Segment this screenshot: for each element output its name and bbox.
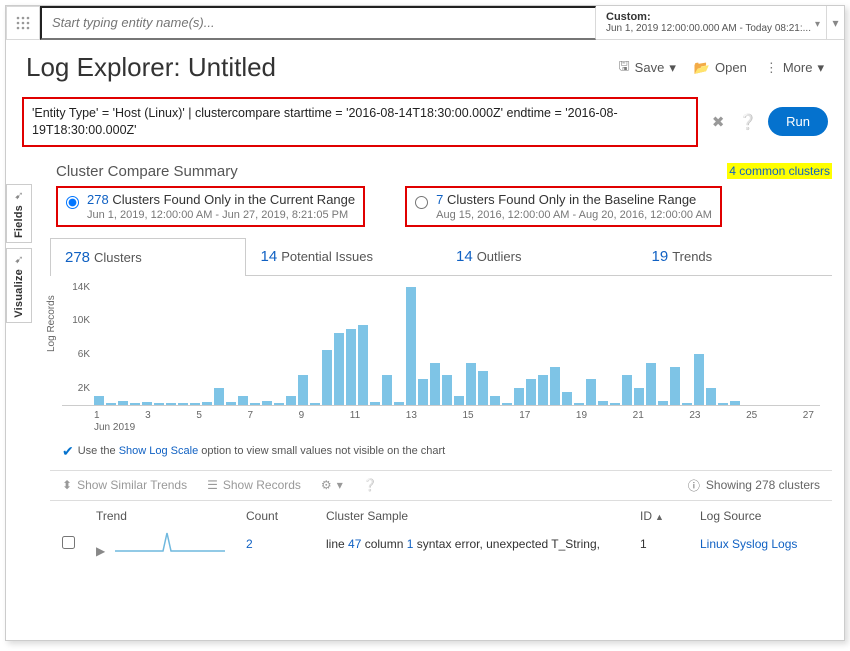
trend-sparkline [115, 531, 225, 555]
help-icon: ❔ [363, 478, 378, 492]
row-cluster-sample: line 47 column 1 syntax error, unexpecte… [326, 537, 640, 551]
showing-count: ⓘShowing 278 clusters [688, 477, 820, 494]
help-icon[interactable]: ❔ [738, 113, 758, 131]
range-baseline-radio[interactable] [415, 196, 428, 209]
time-range-value: Jun 1, 2019 12:00:00.000 AM - Today 08:2… [606, 23, 811, 34]
table-row[interactable]: ▶ 2 line 47 column 1 syntax error, unexp… [50, 527, 832, 562]
time-range-label: Custom: [606, 11, 651, 23]
chevron-down-icon: ▾ [337, 478, 343, 492]
settings-button[interactable]: ⚙▾ [321, 478, 343, 492]
chart-xaxis: 13579111315171921232527 [62, 410, 820, 421]
log-records-chart: 14K10K6K2K [62, 286, 820, 406]
col-sample[interactable]: Cluster Sample [326, 509, 640, 523]
scale-hint-text: Use the Show Log Scale option to view sm… [78, 445, 446, 457]
row-count-link[interactable]: 2 [246, 537, 253, 551]
expand-row-icon[interactable]: ▶ [96, 544, 105, 558]
chart-xmonth: Jun 2019 [62, 422, 820, 433]
save-button[interactable]: 🖫 Save ▾ [619, 57, 676, 79]
save-icon: 🖫 [619, 57, 630, 79]
chevron-down-icon: ▾ [817, 60, 824, 76]
show-records-button[interactable]: ☰Show Records [207, 478, 301, 492]
more-button[interactable]: ⋮ More ▾ [765, 60, 824, 76]
sidetab-visualize[interactable]: ➹ Visualize [6, 248, 32, 323]
sidetab-fields[interactable]: ➹ Fields [6, 184, 32, 243]
check-circle-icon: ✔ [62, 443, 74, 460]
col-id[interactable]: ID▲ [640, 509, 700, 523]
range-current-radio[interactable] [66, 196, 79, 209]
pin-icon: ➹ [14, 189, 23, 202]
chevron-down-icon: ▾ [669, 60, 676, 76]
records-icon: ☰ [207, 478, 218, 492]
col-count[interactable]: Count [246, 509, 326, 523]
col-trend[interactable]: Trend [96, 509, 246, 523]
row-id: 1 [640, 537, 700, 551]
table-header: Trend Count Cluster Sample ID▲ Log Sourc… [50, 501, 832, 527]
entity-search-input[interactable] [40, 6, 596, 40]
range-current[interactable]: 278 Clusters Found Only in the Current R… [56, 186, 365, 227]
tab-clusters[interactable]: 278Clusters [50, 238, 246, 276]
more-icon: ⋮ [765, 60, 778, 76]
show-log-scale-link[interactable]: Show Log Scale [119, 445, 199, 457]
open-button[interactable]: 📂 Open [694, 60, 747, 76]
trends-icon: ⬍ [62, 478, 72, 492]
tab-potential-issues[interactable]: 14Potential Issues [246, 237, 442, 275]
row-checkbox[interactable] [62, 536, 75, 549]
query-input[interactable]: 'Entity Type' = 'Host (Linux)' | cluster… [22, 97, 698, 147]
chart-ylabel: Log Records [46, 295, 57, 352]
topbar-dropdown[interactable]: ▾ [826, 6, 844, 40]
open-icon: 📂 [694, 60, 710, 76]
tab-trends[interactable]: 19Trends [637, 237, 833, 275]
row-log-source-link[interactable]: Linux Syslog Logs [700, 537, 797, 551]
gear-icon: ⚙ [321, 478, 332, 492]
sort-asc-icon: ▲ [655, 512, 664, 522]
page-title: Log Explorer: Untitled [26, 52, 276, 83]
col-log-source[interactable]: Log Source [700, 509, 820, 523]
common-clusters-link[interactable]: 4 common clusters [727, 163, 832, 179]
range-baseline[interactable]: 7 Clusters Found Only in the Baseline Ra… [405, 186, 722, 227]
tab-outliers[interactable]: 14Outliers [441, 237, 637, 275]
chevron-down-icon: ▾ [815, 19, 820, 30]
clear-query-icon[interactable]: ✖ [708, 113, 728, 131]
info-icon: ⓘ [688, 477, 700, 494]
summary-title: Cluster Compare Summary [56, 163, 238, 180]
run-button[interactable]: Run [768, 107, 828, 136]
time-range-picker[interactable]: Custom: Jun 1, 2019 12:00:00.000 AM - To… [596, 9, 826, 36]
pin-icon: ➹ [14, 253, 23, 266]
toolbar-help-button[interactable]: ❔ [363, 478, 378, 492]
app-grid-icon[interactable] [6, 6, 40, 40]
show-similar-trends-button[interactable]: ⬍Show Similar Trends [62, 478, 187, 492]
